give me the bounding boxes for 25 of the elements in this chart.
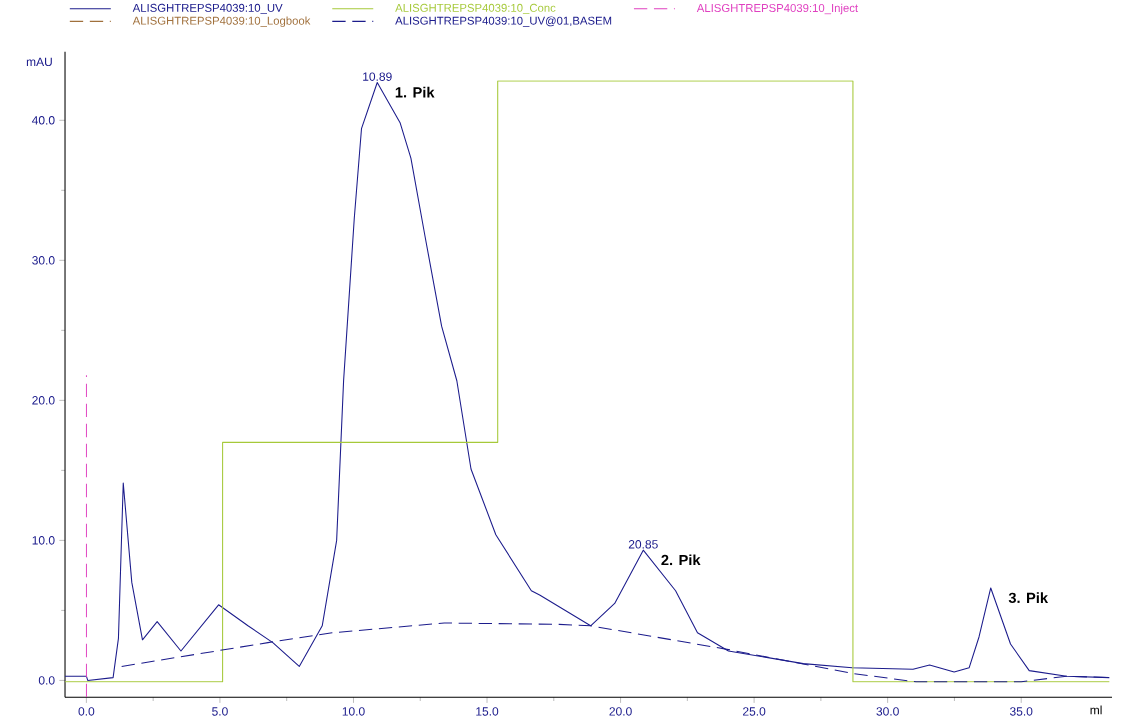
y-tick-label: 40.0	[31, 115, 55, 125]
annotation: 10.89	[363, 72, 392, 81]
y-tick-label: 30.0	[32, 255, 55, 265]
legend-label: ALISGHTREPSP4039:10_Conc	[395, 3, 556, 14]
legend-label: ALISGHTREPSP4039:10_UV	[132, 3, 283, 14]
y-tick-label: 0.0	[38, 676, 55, 685]
annotation: 3. Pik	[1008, 592, 1049, 603]
x-tick-label: 30.0	[876, 707, 899, 716]
legend-label: ALISGHTREPSP4039:10_Logbook	[132, 16, 311, 27]
x-tick-label: 15.0	[476, 707, 499, 716]
x-axis-title: ml	[1090, 705, 1102, 715]
y-axis-title: mAU	[26, 57, 52, 66]
annotation: 2. Pik	[661, 554, 701, 565]
annotation: 20.85	[628, 539, 658, 549]
legend-label: ALISGHTREPSP4039:10_UV@01,BASEM	[395, 16, 612, 27]
y-tick-label: 20.0	[32, 395, 55, 405]
x-tick-label: 0.0	[78, 707, 95, 716]
x-tick-label: 10.0	[342, 707, 365, 716]
x-tick-label: 5.0	[212, 707, 228, 716]
legend-label: ALISGHTREPSP4039:10_Inject	[696, 3, 859, 15]
x-tick-label: 35.0	[1009, 707, 1033, 716]
annotation: 1. Pik	[395, 86, 435, 98]
y-tick-label: 10.0	[32, 536, 55, 545]
x-tick-label: 20.0	[609, 707, 632, 716]
x-tick-label: 25.0	[743, 707, 766, 716]
